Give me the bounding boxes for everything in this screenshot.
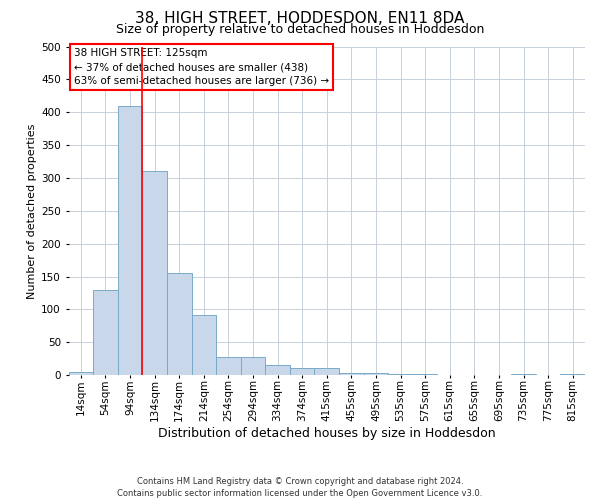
Bar [118,106,142,375]
X-axis label: Distribution of detached houses by size in Hoddesdon: Distribution of detached houses by size … [158,427,496,440]
Bar [388,374,413,375]
Text: Contains HM Land Registry data © Crown copyright and database right 2024.
Contai: Contains HM Land Registry data © Crown c… [118,476,482,498]
Bar [68,372,93,375]
Bar [314,368,339,375]
Y-axis label: Number of detached properties: Number of detached properties [27,123,37,298]
Bar [93,290,118,375]
Bar [290,368,314,375]
Bar [142,172,167,375]
Bar [265,364,290,375]
Text: 38, HIGH STREET, HODDESDON, EN11 8DA: 38, HIGH STREET, HODDESDON, EN11 8DA [136,11,464,26]
Bar [191,314,216,375]
Bar [511,374,536,375]
Bar [560,374,585,375]
Bar [364,372,388,375]
Bar [167,274,191,375]
Text: Size of property relative to detached houses in Hoddesdon: Size of property relative to detached ho… [116,22,484,36]
Bar [413,374,437,375]
Bar [216,356,241,375]
Bar [339,372,364,375]
Text: 38 HIGH STREET: 125sqm
← 37% of detached houses are smaller (438)
63% of semi-de: 38 HIGH STREET: 125sqm ← 37% of detached… [74,48,329,86]
Bar [241,356,265,375]
